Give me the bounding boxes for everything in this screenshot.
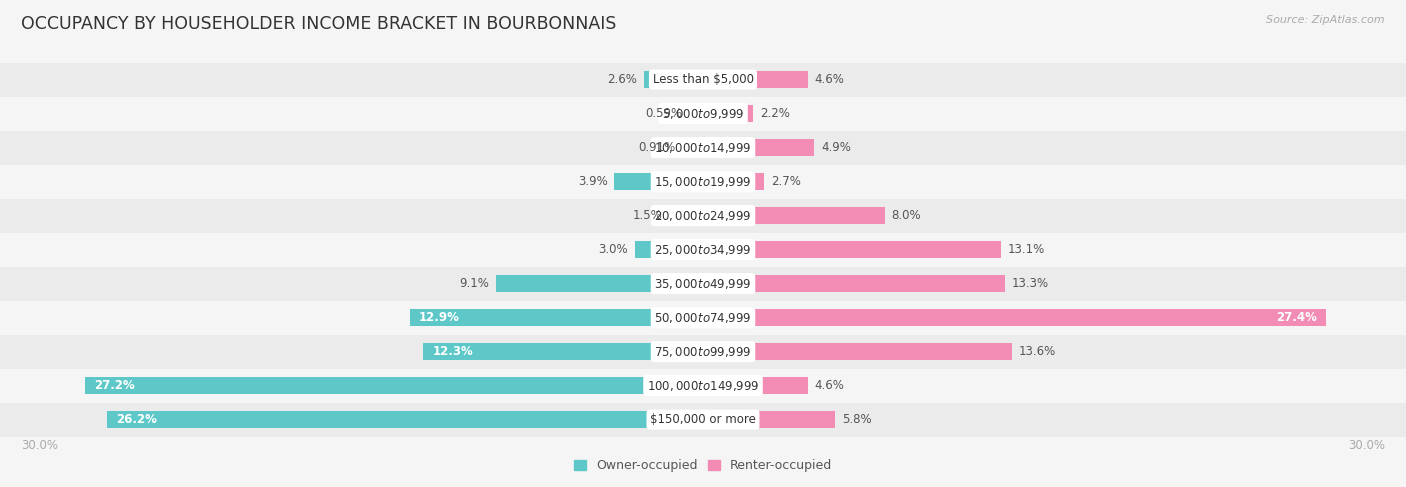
Text: 9.1%: 9.1%: [460, 277, 489, 290]
Bar: [107, 411, 703, 429]
Text: $35,000 to $49,999: $35,000 to $49,999: [654, 277, 752, 291]
Bar: [0, 335, 1406, 369]
Bar: [0, 266, 1406, 300]
Bar: [703, 105, 754, 122]
Bar: [703, 309, 1326, 326]
Text: 27.2%: 27.2%: [94, 379, 135, 392]
Text: 5.8%: 5.8%: [842, 413, 872, 426]
Text: $10,000 to $14,999: $10,000 to $14,999: [654, 141, 752, 154]
Bar: [703, 71, 807, 89]
Text: $15,000 to $19,999: $15,000 to $19,999: [654, 174, 752, 188]
Bar: [703, 139, 814, 156]
Bar: [669, 207, 703, 225]
Text: Less than $5,000: Less than $5,000: [652, 73, 754, 86]
Text: 13.1%: 13.1%: [1008, 243, 1045, 256]
Text: $25,000 to $34,999: $25,000 to $34,999: [654, 243, 752, 257]
Bar: [0, 199, 1406, 233]
Bar: [703, 411, 835, 429]
Text: $20,000 to $24,999: $20,000 to $24,999: [654, 208, 752, 223]
Bar: [703, 173, 765, 190]
Bar: [0, 165, 1406, 199]
Bar: [682, 139, 703, 156]
Bar: [689, 105, 703, 122]
Text: $150,000 or more: $150,000 or more: [650, 413, 756, 426]
Text: $100,000 to $149,999: $100,000 to $149,999: [647, 378, 759, 393]
Text: 30.0%: 30.0%: [1348, 439, 1385, 451]
Text: 0.59%: 0.59%: [645, 107, 683, 120]
Text: 1.5%: 1.5%: [633, 209, 662, 222]
Bar: [0, 403, 1406, 437]
Text: 2.7%: 2.7%: [772, 175, 801, 188]
Text: 4.6%: 4.6%: [814, 379, 844, 392]
Bar: [0, 62, 1406, 96]
Bar: [0, 369, 1406, 403]
Text: $75,000 to $99,999: $75,000 to $99,999: [654, 345, 752, 358]
Text: 13.3%: 13.3%: [1012, 277, 1049, 290]
Legend: Owner-occupied, Renter-occupied: Owner-occupied, Renter-occupied: [568, 454, 838, 477]
Bar: [703, 275, 1005, 292]
Text: 4.9%: 4.9%: [821, 141, 851, 154]
Bar: [0, 96, 1406, 131]
Bar: [0, 233, 1406, 266]
Text: $5,000 to $9,999: $5,000 to $9,999: [662, 107, 744, 121]
Text: 30.0%: 30.0%: [21, 439, 58, 451]
Bar: [409, 309, 703, 326]
Bar: [644, 71, 703, 89]
Bar: [703, 241, 1001, 259]
Text: 12.3%: 12.3%: [433, 345, 474, 358]
Text: 26.2%: 26.2%: [117, 413, 157, 426]
Bar: [423, 343, 703, 360]
Text: 13.6%: 13.6%: [1019, 345, 1056, 358]
Text: 27.4%: 27.4%: [1275, 311, 1317, 324]
Text: 3.9%: 3.9%: [578, 175, 607, 188]
Bar: [703, 377, 807, 394]
Bar: [614, 173, 703, 190]
Bar: [84, 377, 703, 394]
Bar: [496, 275, 703, 292]
Bar: [703, 343, 1012, 360]
Text: 4.6%: 4.6%: [814, 73, 844, 86]
Bar: [0, 300, 1406, 335]
Text: 0.91%: 0.91%: [638, 141, 675, 154]
Bar: [636, 241, 703, 259]
Text: 8.0%: 8.0%: [891, 209, 921, 222]
Text: 3.0%: 3.0%: [599, 243, 628, 256]
Text: 12.9%: 12.9%: [419, 311, 460, 324]
Text: OCCUPANCY BY HOUSEHOLDER INCOME BRACKET IN BOURBONNAIS: OCCUPANCY BY HOUSEHOLDER INCOME BRACKET …: [21, 15, 616, 33]
Text: $50,000 to $74,999: $50,000 to $74,999: [654, 311, 752, 325]
Bar: [0, 131, 1406, 165]
Bar: [703, 207, 884, 225]
Text: Source: ZipAtlas.com: Source: ZipAtlas.com: [1267, 15, 1385, 25]
Text: 2.2%: 2.2%: [759, 107, 790, 120]
Text: 2.6%: 2.6%: [607, 73, 637, 86]
